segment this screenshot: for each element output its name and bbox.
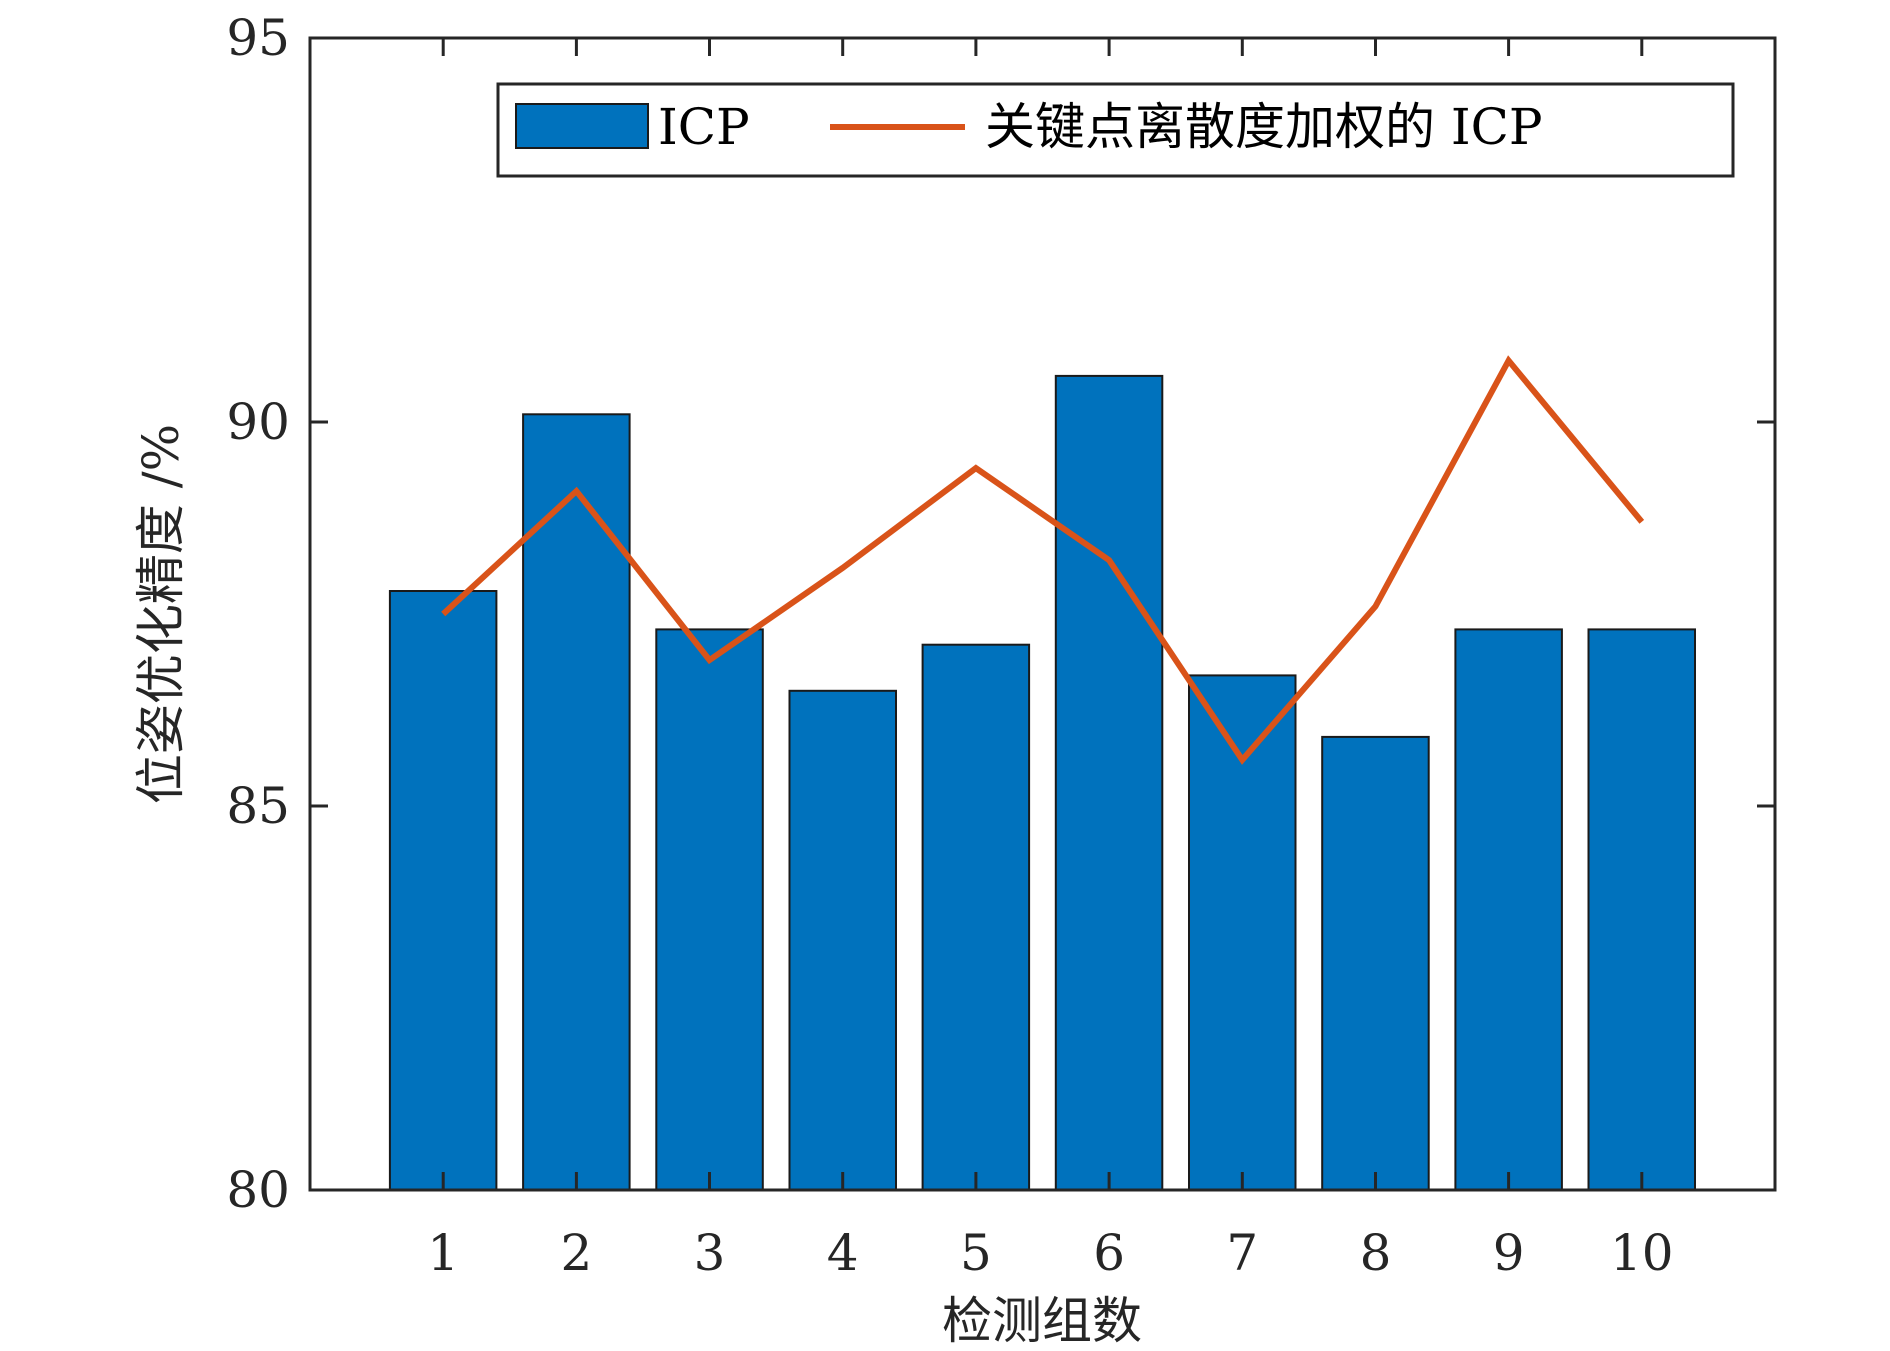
- bar-8: [1321, 735, 1430, 1192]
- x-tick-label-3: 3: [694, 1224, 726, 1282]
- legend-box: [496, 82, 1735, 178]
- legend-swatch-icp: [515, 103, 649, 149]
- x-tick-label-9: 9: [1493, 1224, 1525, 1282]
- y-axis-title: 位姿优化精度 /%: [132, 424, 190, 804]
- x-tick-label-4: 4: [827, 1224, 859, 1282]
- bar-9: [1454, 628, 1563, 1191]
- bar-5: [921, 643, 1031, 1191]
- bar-7: [1188, 674, 1297, 1191]
- legend-label-weighted-icp: 关键点离散度加权的 ICP: [985, 98, 1543, 156]
- x-tick-labels: 1 2 3 4 5 6 7 8 9 10: [427, 1224, 1673, 1282]
- x-tick-label-10: 10: [1610, 1224, 1674, 1282]
- x-axis-title: 检测组数: [942, 1292, 1142, 1350]
- y-tick-label-90: 90: [226, 393, 290, 451]
- bar-10: [1587, 628, 1696, 1191]
- y-tick-labels: 80 85 90 95: [226, 9, 290, 1219]
- plot-area-border: [308, 36, 1777, 1192]
- bar-2: [522, 413, 631, 1191]
- x-tick-label-5: 5: [960, 1224, 992, 1282]
- x-tick-label-7: 7: [1226, 1224, 1258, 1282]
- y-tick-label-95: 95: [226, 9, 290, 67]
- y-tick-label-80: 80: [226, 1161, 290, 1219]
- bar-group: [388, 374, 1696, 1192]
- x-tick-label-8: 8: [1360, 1224, 1392, 1282]
- line-series: [441, 355, 1645, 765]
- x-tick-label-6: 6: [1093, 1224, 1125, 1282]
- legend-label-icp: ICP: [658, 98, 750, 156]
- bar-1: [388, 590, 498, 1191]
- bar-6: [1054, 374, 1164, 1191]
- bar-4: [788, 689, 897, 1191]
- bar-3: [655, 628, 764, 1191]
- y-tick-label-85: 85: [226, 777, 290, 835]
- x-tick-label-2: 2: [560, 1224, 592, 1282]
- legend: ICP 关键点离散度加权的 ICP: [496, 82, 1735, 178]
- x-tick-label-1: 1: [427, 1224, 459, 1282]
